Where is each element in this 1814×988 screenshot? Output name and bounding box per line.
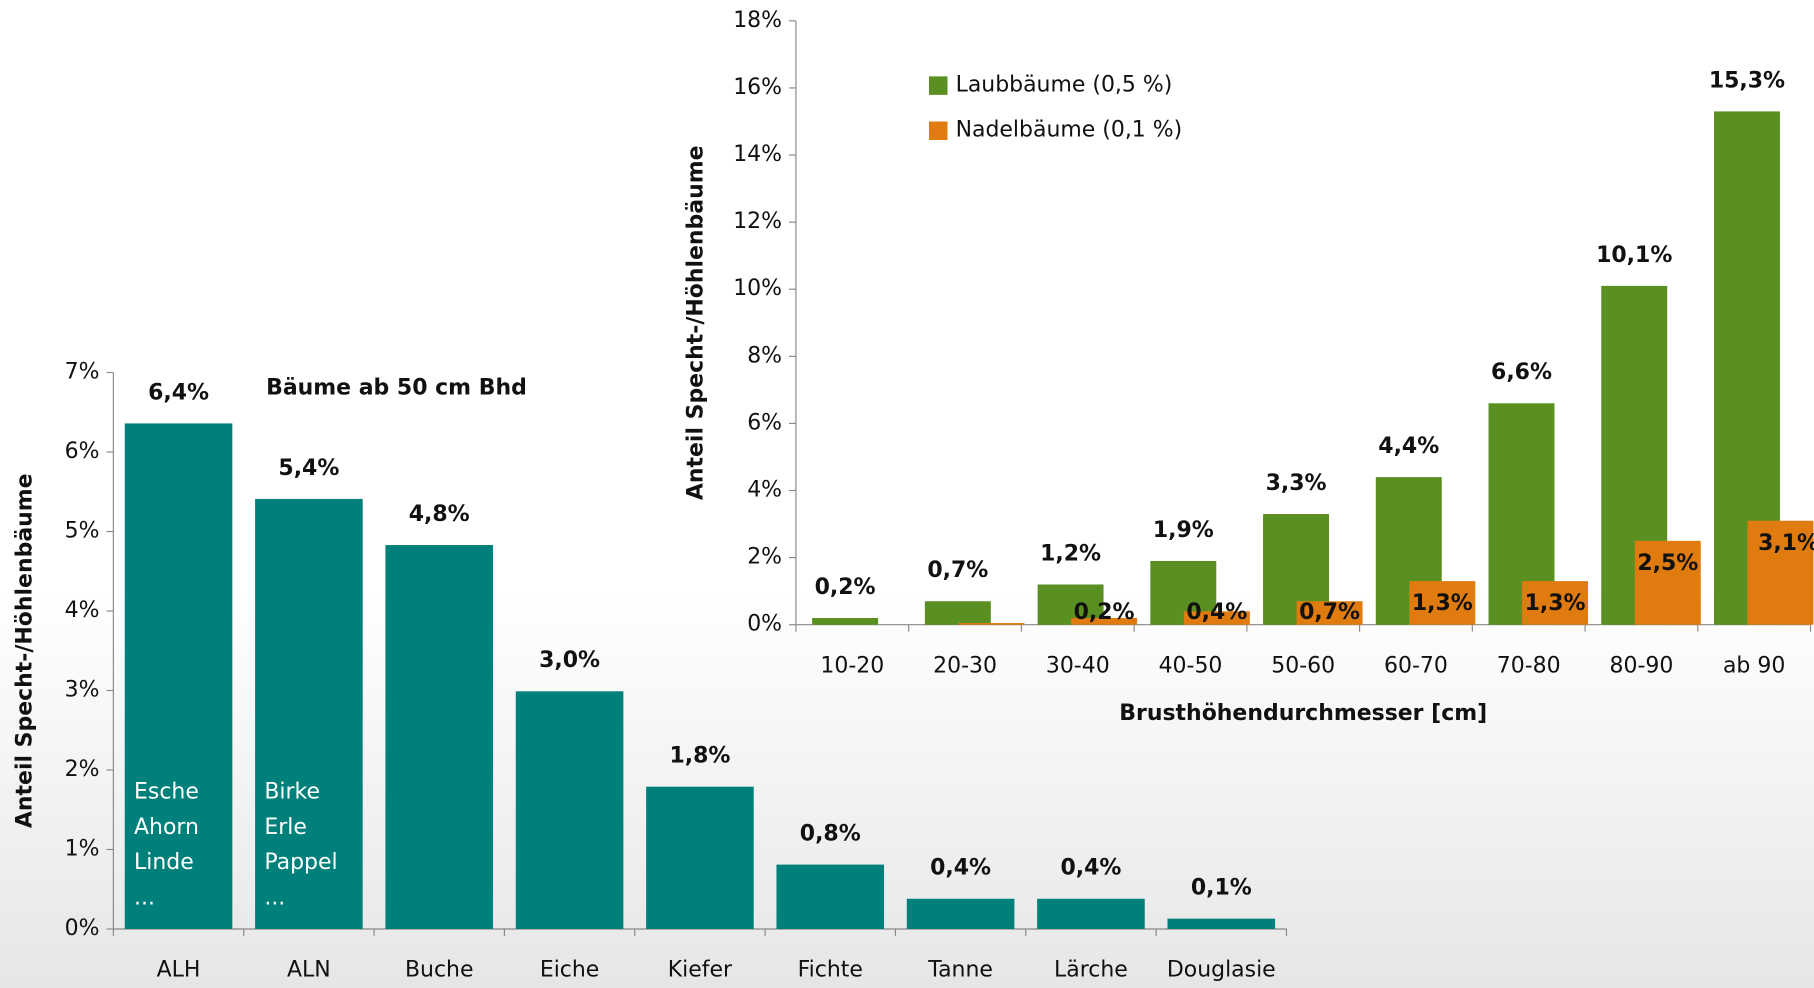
x-tick-label: 50-60 [1271,653,1335,678]
value-label: 0,7% [927,558,988,583]
bar [924,601,991,625]
x-tick-label: 20-30 [933,653,997,678]
y-tick-label: 14% [733,142,782,167]
y-tick-label: 0% [747,612,782,637]
value-label: 2,5% [1637,551,1698,576]
x-tick-label: 60-70 [1384,653,1448,678]
bar [1167,918,1276,929]
y-tick-label: 12% [733,209,782,234]
value-label: 3,1% [1758,531,1814,556]
bar [1409,581,1476,625]
value-label: 0,4% [1060,856,1121,881]
bar [1296,601,1363,625]
value-label: 1,9% [1153,518,1214,543]
x-tick-label: Lärche [1054,958,1128,983]
bar [1634,540,1701,625]
bar-note: ... [264,885,285,910]
legend-label: Laubbäume (0,5 %) [956,73,1173,98]
y-tick-label: 10% [733,276,782,301]
bar [1522,581,1589,625]
bar-note: Ahorn [134,815,199,840]
value-label: 5,4% [278,456,339,481]
bar [776,864,885,929]
value-label: 0,1% [1191,876,1252,901]
value-label: 1,2% [1040,541,1101,566]
value-label: 1,3% [1525,591,1586,616]
x-tick-label: Douglasie [1167,958,1276,983]
value-label: 4,8% [409,502,470,527]
value-label: 0,8% [800,822,861,847]
y-tick-label: 6% [747,410,782,435]
y-tick-label: 7% [65,360,100,385]
bar-note: Linde [134,850,194,875]
bar-note: Esche [134,779,199,804]
value-label: 0,4% [930,856,991,881]
value-label: 3,0% [539,648,600,673]
x-tick-label: 30-40 [1046,653,1110,678]
value-label: 0,2% [1074,600,1135,625]
y-tick-label: 4% [65,598,100,623]
y-axis-label: Anteil Specht-/Höhlenbäume [683,145,708,500]
x-tick-label: 10-20 [820,653,884,678]
bar [906,898,1015,929]
bar-note: ... [134,885,155,910]
x-tick-label: Fichte [798,958,863,983]
x-tick-label: 70-80 [1497,653,1561,678]
x-tick-label: Buche [405,958,474,983]
bar [255,498,363,929]
y-tick-label: 3% [65,678,100,703]
y-tick-label: 1% [65,836,100,861]
x-tick-label: ALH [157,958,201,983]
y-tick-label: 5% [65,519,100,544]
value-label: 1,8% [669,744,730,769]
x-tick-label: 80-90 [1610,653,1674,678]
bar [515,691,624,929]
legend-label: Nadelbäume (0,1 %) [956,118,1183,143]
bar [1183,611,1250,625]
x-tick-label: Tanne [927,958,993,983]
value-label: 1,3% [1412,591,1473,616]
value-label: 10,1% [1596,243,1672,268]
x-tick-label: Kiefer [668,958,733,983]
bar [385,545,494,929]
bar-note: Pappel [264,850,337,875]
bar [124,423,233,929]
x-axis-label: Brusthöhendurchmesser [cm] [1119,701,1487,726]
bar [1037,898,1145,929]
x-tick-label: Eiche [540,958,600,983]
value-label: 15,3% [1709,68,1785,93]
value-label: 0,4% [1186,600,1247,625]
bar [812,618,879,625]
legend-swatch [928,76,948,95]
y-tick-label: 16% [733,75,782,100]
bar-note: Erle [264,815,307,840]
y-axis-label: Anteil Specht-/Höhlenbäume [12,473,37,828]
value-label: 0,7% [1299,600,1360,625]
bar [1071,618,1138,625]
y-tick-label: 0% [65,916,100,941]
legend-swatch [928,121,948,140]
y-tick-label: 2% [65,757,100,782]
y-tick-label: 6% [65,439,100,464]
y-tick-label: 18% [733,8,782,33]
x-tick-label: 40-50 [1159,653,1223,678]
value-label: 4,4% [1378,434,1439,459]
value-label: 6,4% [148,380,209,405]
y-tick-label: 8% [747,343,782,368]
bar [646,786,754,929]
bar [958,623,1025,625]
bar-note: Birke [264,779,320,804]
y-tick-label: 4% [747,478,782,503]
x-tick-label: ab 90 [1723,653,1785,678]
y-tick-label: 2% [747,545,782,570]
value-label: 3,3% [1266,471,1327,496]
value-label: 6,6% [1491,360,1552,385]
x-tick-label: ALN [287,958,331,983]
value-label: 0,2% [815,575,876,600]
bar [1747,520,1814,625]
subtitle: Bäume ab 50 cm Bhd [266,376,527,401]
